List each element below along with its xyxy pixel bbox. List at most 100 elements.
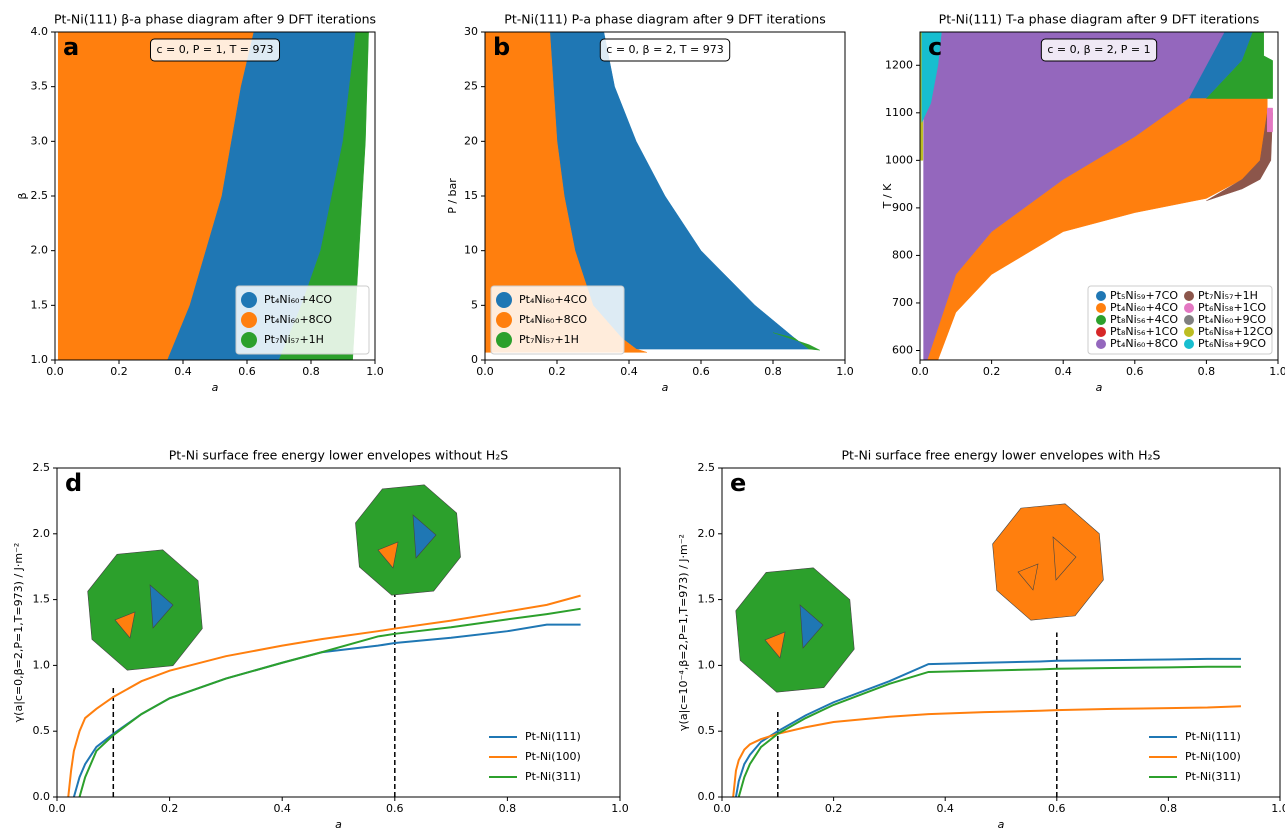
phase-region [772, 332, 820, 351]
x-tick-label: 0.6 [692, 365, 710, 378]
x-tick-label: 0.2 [983, 365, 1001, 378]
y-tick-label: 1.5 [31, 298, 49, 311]
annotation-box [599, 38, 731, 62]
x-tick-label: 0.4 [936, 802, 954, 815]
y-tick-label: 600 [892, 343, 913, 356]
legend-marker [496, 312, 512, 328]
y-tick-label: 700 [892, 296, 913, 309]
panel-label: e [730, 469, 746, 497]
legend-marker [1184, 303, 1194, 313]
legend-frame [235, 285, 370, 355]
legend-label: Pt₄Ni₆₀+8CO [519, 313, 587, 326]
y-axis-label: β [16, 192, 29, 199]
y-tick-label: 15 [464, 189, 478, 202]
x-tick-label: 0.4 [174, 365, 192, 378]
y-tick-label: 10 [464, 244, 478, 257]
legend-label: Pt-Ni(100) [1185, 750, 1241, 763]
chart-title: Pt-Ni surface free energy lower envelope… [842, 448, 1161, 463]
legend-marker [241, 312, 257, 328]
x-tick-label: 0.4 [620, 365, 638, 378]
y-tick-label: 1.5 [33, 593, 51, 606]
legend-label: Pt₄Ni₆₀+4CO [1110, 301, 1178, 314]
plot-area [732, 632, 1241, 797]
y-tick-label: 900 [892, 201, 913, 214]
y-tick-label: 2.5 [698, 461, 716, 474]
x-tick-label: 1.0 [1269, 365, 1285, 378]
y-tick-label: 1200 [885, 58, 913, 71]
phase-region [1267, 107, 1273, 133]
legend-label: Pt-Ni(311) [525, 770, 581, 783]
legend-marker [1184, 327, 1194, 337]
nanoparticle-facet [149, 584, 174, 629]
legend-label: Pt₇Ni₅₇+1H [519, 333, 579, 346]
x-tick-label: 0.0 [476, 365, 494, 378]
legend-frame [490, 285, 625, 355]
y-tick-label: 2.0 [33, 527, 51, 540]
y-tick-label: 3.5 [31, 80, 49, 93]
axes-frame [721, 467, 1281, 798]
y-axis-label: γ(a|c=0,β=2,P=1,T=973) / J·m⁻² [12, 543, 25, 723]
plot-area [67, 586, 581, 797]
legend-label: Pt₇Ni₅₇+1H [1198, 289, 1258, 302]
legend-label: Pt-Ni(111) [525, 730, 581, 743]
nanoparticle-facet [377, 541, 399, 569]
legend-marker [1096, 315, 1106, 325]
y-tick-label: 0 [471, 353, 478, 366]
x-tick-label: 0.4 [1054, 365, 1072, 378]
y-tick-label: 1.0 [31, 353, 49, 366]
x-tick-label: 0.8 [1198, 365, 1216, 378]
legend-marker [241, 292, 257, 308]
panel-label: a [63, 33, 79, 61]
legend-marker [1096, 339, 1106, 349]
x-tick-label: 0.8 [764, 365, 782, 378]
chart-title: Pt-Ni(111) P-a phase diagram after 9 DFT… [504, 12, 825, 27]
annotation: c = 0, β = 2, P = 1 [1047, 43, 1150, 56]
legend-marker [496, 292, 512, 308]
x-tick-label: 0.2 [161, 802, 179, 815]
legend-label: Pt₄Ni₆₀+4CO [519, 293, 587, 306]
y-tick-label: 1.0 [33, 658, 51, 671]
y-tick-label: 4.0 [31, 25, 49, 38]
nanoparticle-facet [1017, 563, 1039, 591]
y-tick-label: 2.0 [31, 244, 49, 257]
axes-frame [56, 467, 621, 798]
legend-marker [1184, 315, 1194, 325]
y-tick-label: 30 [464, 25, 478, 38]
y-tick-label: 25 [464, 80, 478, 93]
legend-label: Pt-Ni(111) [1185, 730, 1241, 743]
phase-region [923, 32, 1225, 360]
panel-label: c [928, 33, 942, 61]
legend-label: Pt₄Ni₆₀+4CO [264, 293, 332, 306]
x-tick-label: 0.8 [302, 365, 320, 378]
x-tick-label: 0.0 [911, 365, 929, 378]
y-tick-label: 0.5 [33, 724, 51, 737]
nanoparticle-facet [412, 514, 437, 559]
nanoparticle-facet [799, 604, 824, 649]
legend-marker [496, 332, 512, 348]
y-tick-label: 2.0 [698, 527, 716, 540]
nanoparticle-illustration [87, 549, 203, 671]
y-tick-label: 800 [892, 248, 913, 261]
x-axis-label: a [662, 381, 669, 394]
legend-frame [1087, 285, 1273, 355]
legend-marker [1096, 291, 1106, 301]
legend-label: Pt₆Ni₅₈+12CO [1198, 325, 1273, 338]
legend-label: Pt-Ni(311) [1185, 770, 1241, 783]
x-tick-label: 0.0 [46, 365, 64, 378]
x-tick-label: 1.0 [1271, 802, 1285, 815]
legend-label: Pt₄Ni₆₀+8CO [1110, 337, 1178, 350]
x-tick-label: 0.0 [48, 802, 66, 815]
y-axis-label: γ(a|c=10⁻⁴,β=2,P=1,T=973) / J·m⁻² [677, 534, 690, 731]
legend-label: Pt₈Ni₅₆+4CO [1110, 313, 1178, 326]
x-tick-label: 1.0 [836, 365, 854, 378]
legend-label: Pt-Ni(100) [525, 750, 581, 763]
nanoparticle-illustration [735, 567, 855, 693]
legend-label: Pt₄Ni₆₀+9CO [1198, 313, 1266, 326]
line-series [732, 705, 1241, 797]
annotation: c = 0, β = 2, T = 973 [606, 43, 723, 56]
nanoparticle-facet [1052, 536, 1077, 581]
nanoparticle-illustration [355, 484, 461, 596]
line-series [67, 594, 581, 797]
legend-marker [1096, 327, 1106, 337]
